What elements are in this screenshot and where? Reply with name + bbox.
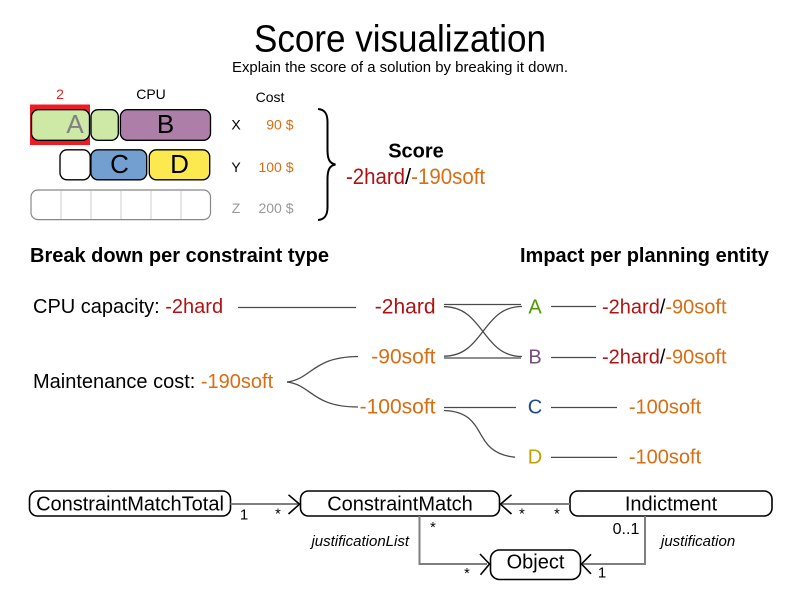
svg-text:Maintenance cost: -190soft: Maintenance cost: -190soft [33, 371, 274, 393]
svg-text:-2hard/-90soft: -2hard/-90soft [602, 346, 727, 368]
svg-text:X: X [231, 116, 241, 132]
svg-text:D: D [528, 446, 542, 468]
svg-text:-2hard/-90soft: -2hard/-90soft [602, 296, 727, 318]
svg-text:100 $: 100 $ [258, 159, 293, 175]
svg-text:*: * [464, 566, 470, 582]
svg-text:CPU capacity: -2hard: CPU capacity: -2hard [33, 296, 223, 318]
svg-text:-2hard: -2hard [375, 295, 436, 318]
svg-text:A: A [66, 109, 84, 139]
svg-text:Impact per planning entity: Impact per planning entity [520, 245, 770, 267]
svg-text:Indictment: Indictment [625, 494, 718, 516]
svg-text:Z: Z [232, 200, 241, 216]
svg-text:-100soft: -100soft [629, 396, 702, 418]
svg-text:justification: justification [659, 533, 735, 550]
svg-text:D: D [170, 149, 189, 179]
svg-text:200 $: 200 $ [258, 200, 293, 216]
svg-text:90 $: 90 $ [266, 116, 293, 132]
svg-text:B: B [528, 346, 541, 368]
svg-text:1: 1 [598, 565, 606, 582]
svg-text:justificationList: justificationList [309, 533, 409, 550]
svg-text:C: C [110, 149, 129, 179]
svg-text:Y: Y [231, 159, 241, 175]
svg-text:C: C [528, 396, 542, 418]
svg-text:*: * [275, 507, 281, 523]
svg-text:-100soft: -100soft [360, 395, 436, 418]
svg-text:Break down per constraint type: Break down per constraint type [30, 245, 329, 267]
svg-text:Cost: Cost [256, 89, 285, 105]
svg-text:-100soft: -100soft [629, 446, 702, 468]
svg-text:*: * [554, 507, 560, 523]
svg-text:-2hard/-190soft: -2hard/-190soft [346, 164, 485, 189]
svg-text:Score visualization: Score visualization [254, 19, 546, 61]
svg-text:Object: Object [507, 552, 565, 574]
svg-text:ConstraintMatchTotal: ConstraintMatchTotal [36, 494, 224, 516]
svg-text:*: * [519, 507, 525, 523]
svg-text:2: 2 [56, 86, 64, 102]
svg-text:0..1: 0..1 [613, 521, 640, 538]
svg-text:CPU: CPU [136, 86, 166, 102]
svg-text:A: A [528, 296, 542, 318]
svg-text:Explain the score of a solutio: Explain the score of a solution by break… [232, 59, 568, 76]
svg-text:Score: Score [388, 140, 444, 162]
svg-text:1: 1 [240, 507, 248, 524]
svg-text:-90soft: -90soft [371, 345, 435, 368]
svg-text:B: B [157, 109, 174, 139]
svg-text:*: * [430, 520, 436, 536]
svg-text:ConstraintMatch: ConstraintMatch [327, 494, 473, 516]
